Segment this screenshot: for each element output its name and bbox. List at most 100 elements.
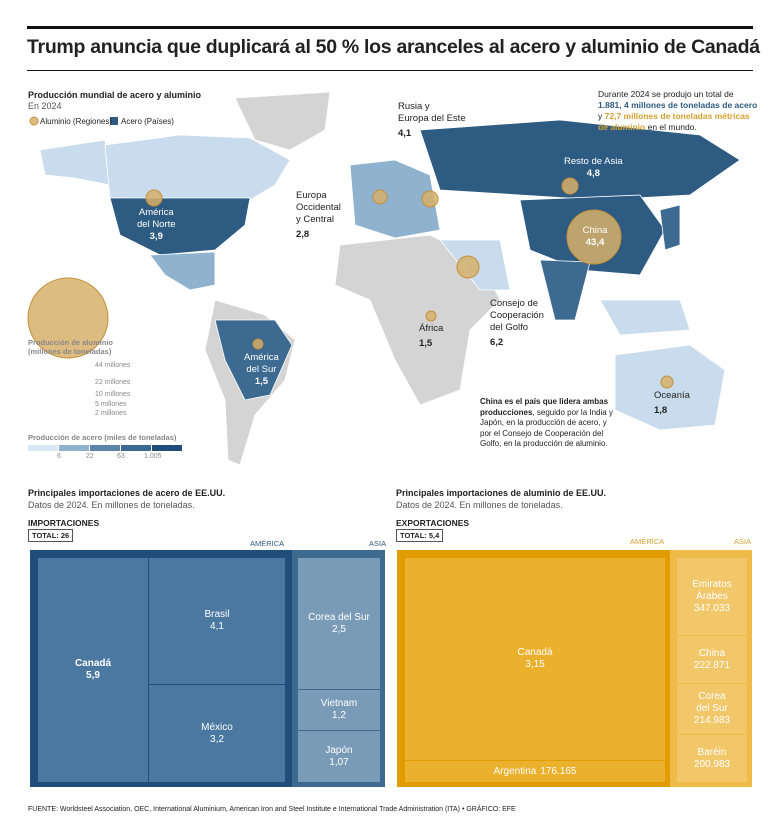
alaska (39, 139, 111, 186)
cell-value: 3,15 (525, 659, 545, 670)
region-value: 1,5 (419, 338, 433, 349)
label-line: Europa (296, 190, 327, 201)
legend-swatch (29, 116, 39, 126)
color-label: 1.005 (144, 453, 162, 460)
canada (104, 134, 291, 201)
region-value: 1,8 (654, 405, 668, 416)
title-rule (27, 70, 753, 71)
treemap-cell: Argentina 176.165 (405, 761, 665, 782)
cell-name: Japón (325, 744, 353, 756)
callout-text: , seguido por la India y Japón, en la pr… (480, 407, 613, 449)
region-value: 2,8 (296, 229, 310, 240)
note-text: y (598, 111, 603, 121)
label-line: Rusia y (398, 101, 430, 112)
top-rule (27, 26, 753, 29)
label-line: del Golfo (490, 322, 529, 333)
callout: China es el país que lidera ambas produc… (480, 397, 620, 450)
label-line: del Sur (246, 364, 277, 375)
legend-entry: Acero (Países) (121, 117, 174, 126)
legend-line: (millones de toneladas) (28, 347, 112, 356)
region-value: 6,2 (490, 337, 504, 348)
color-scale (59, 445, 89, 451)
label-line: América (138, 207, 174, 218)
cell-name: Vietnam (320, 698, 358, 709)
region-label: Resto de Asia 4,8 (564, 156, 623, 180)
region-label: Consejo de Cooperación del Golfo 6,2 (490, 298, 544, 349)
cell-name: México (201, 721, 233, 733)
mexico (149, 251, 216, 291)
cell-value: 2,5 (332, 623, 346, 635)
cell-value: 214.983 (693, 715, 731, 726)
color-scale (121, 445, 151, 451)
usa (109, 197, 251, 256)
region-label: China 43,4 (580, 225, 610, 249)
greenland (234, 91, 331, 151)
size-label: 2 millones (95, 410, 127, 417)
cell-value: 176.165 (540, 765, 577, 777)
color-scale (28, 445, 58, 451)
size-legend-title: Producción de aluminio (millones de tonel… (28, 338, 113, 356)
cell-value: 222.871 (693, 659, 731, 671)
size-legend-circle (27, 277, 109, 359)
color-label: 6 (57, 453, 61, 460)
source: FUENTE: Worldsteel Association, OEC, Int… (28, 806, 516, 813)
bubble (421, 190, 439, 208)
treemap-cell: Canadá 5,9 (38, 558, 148, 782)
treemap-cell: México 3,2 (149, 685, 285, 782)
size-label: 22 millones (95, 378, 131, 386)
region-label: África 1,5 (419, 323, 443, 350)
map-subtitle: En 2024 (28, 101, 62, 111)
treemap-cell: Vietnam 1,2 (298, 690, 380, 730)
label-line: Occidental (296, 202, 341, 213)
label-line: Resto de Asia (564, 156, 623, 167)
treemap-cell: Emiratos Árabes 347.033 (677, 558, 747, 635)
title: Trump anuncia que duplicará al 50 % los … (27, 36, 760, 58)
treemap-cell: Corea del Sur 214.983 (677, 684, 747, 734)
map-title: Producción mundial de acero y aluminio (28, 90, 202, 100)
size-legend-labels: 44 millones 22 millones 10 millones 5 mi… (95, 361, 130, 419)
cell-value: 1,2 (332, 710, 346, 721)
total-box: TOTAL: 26 (28, 529, 74, 542)
label-line: América (244, 352, 279, 363)
cell-name: Corea (698, 691, 726, 702)
region-value: 4,1 (398, 128, 412, 139)
note-text: 1.881, 4 millones de toneladas de acero (598, 100, 758, 110)
treemap-cell: Corea del Sur 2,5 (298, 558, 380, 689)
label-line: Oceanía (654, 390, 690, 401)
section-title: Principales importaciones de acero de EE… (28, 488, 226, 498)
section-title: Principales importaciones de aluminio de… (396, 488, 607, 498)
label-line: China (582, 225, 608, 236)
india (539, 259, 591, 321)
region-label: América del Norte 3,9 (137, 207, 176, 243)
bubble (372, 189, 388, 205)
region-name: AMÉRICA (250, 539, 285, 548)
brazil (214, 319, 293, 401)
treemap-cell: Baréin 200.983 (677, 735, 747, 782)
treemap-cell: China 222.871 (677, 636, 747, 683)
color-label: 63 (117, 453, 125, 460)
cell-value: 347.033 (693, 602, 731, 614)
label-line: África (419, 323, 444, 334)
bubble (252, 338, 264, 350)
color-scale (90, 445, 120, 451)
size-label: 5 millones (95, 400, 127, 408)
bubble (561, 177, 579, 195)
treemap-cell: Brasil 4,1 (149, 558, 285, 684)
bubble (566, 209, 622, 265)
bubble (660, 375, 674, 389)
cell-value: 200.983 (693, 758, 731, 770)
cell-name: Baréin (697, 746, 727, 758)
section-heading: EXPORTACIONES (396, 518, 470, 528)
region-value: 1,5 (254, 376, 269, 387)
cell-name: Brasil (204, 609, 230, 620)
label-line: Consejo de (490, 298, 539, 309)
color-legend-title: Producción de acero (miles de toneladas) (28, 433, 177, 442)
russia (419, 119, 741, 201)
cell-name: Emiratos (692, 578, 732, 590)
label-line: Europa del Este (398, 113, 466, 124)
region-label: Rusia y Europa del Este 4,1 (398, 101, 466, 140)
region-name: AMÉRICA (630, 537, 665, 546)
treemap-cell: Japón 1,07 (298, 731, 380, 782)
size-label: 44 millones (95, 362, 131, 369)
